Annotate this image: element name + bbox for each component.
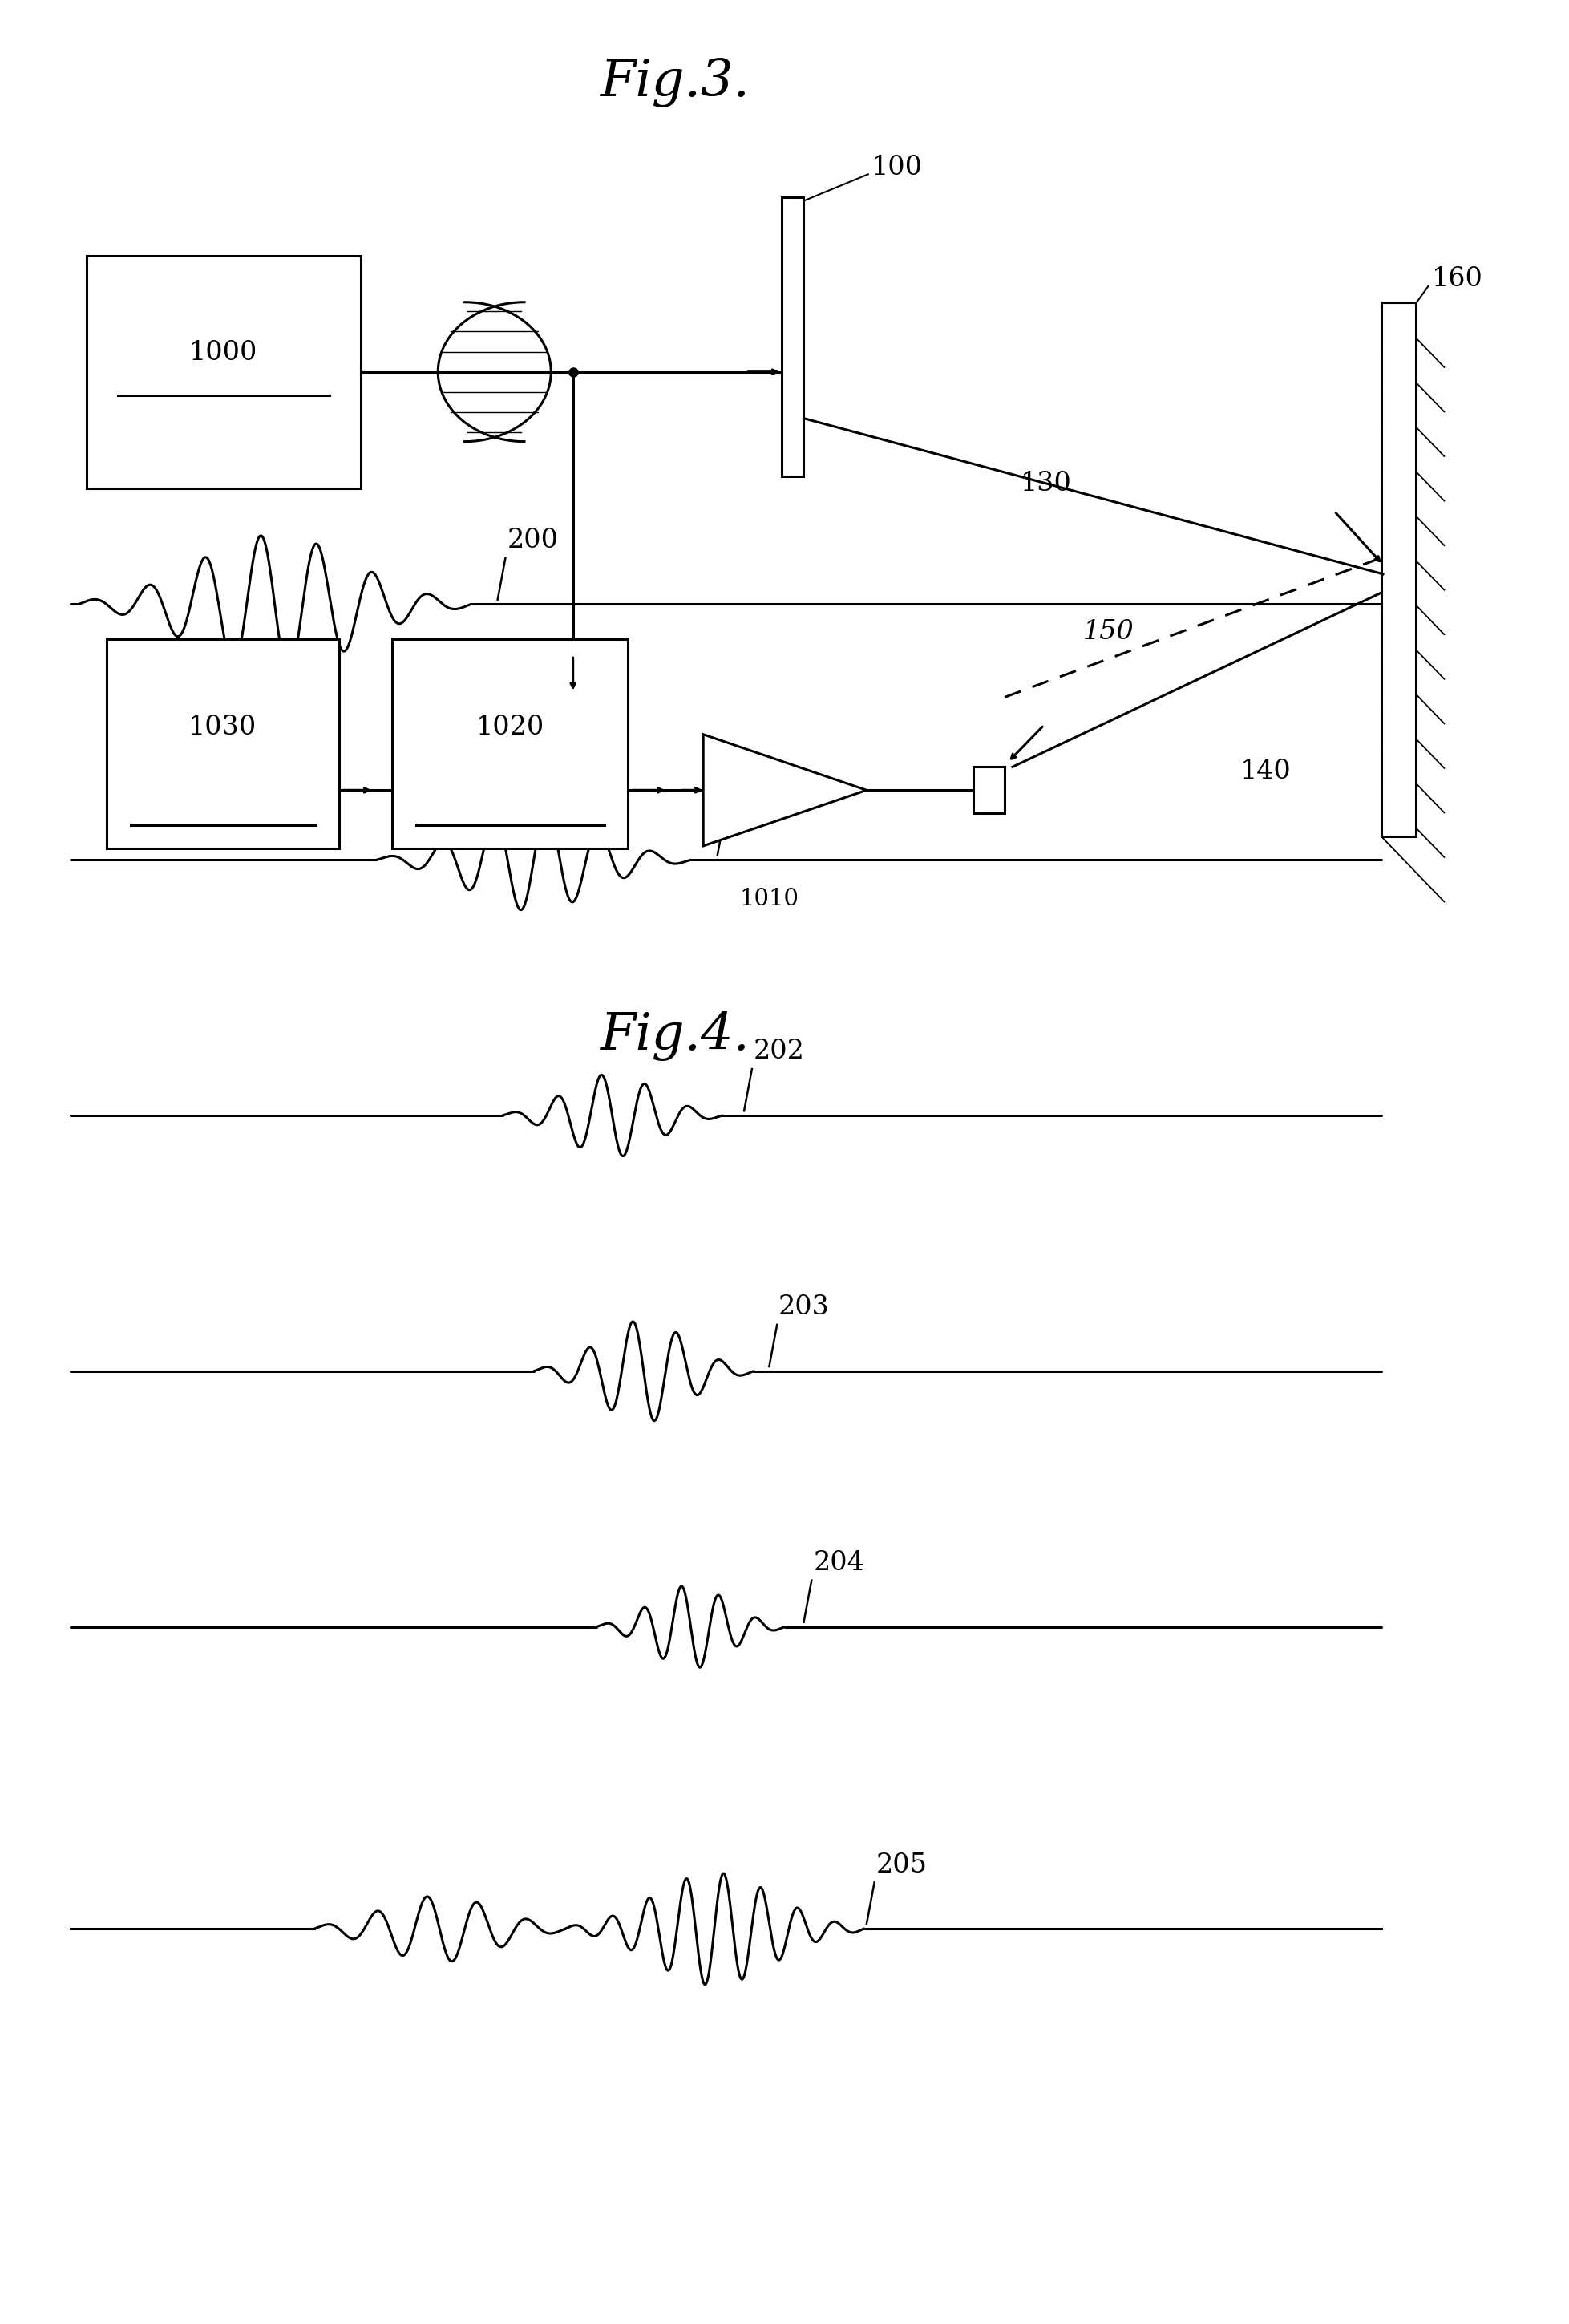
Text: 1030: 1030: [188, 713, 257, 741]
Text: Fig.3.: Fig.3.: [599, 58, 750, 107]
Text: 140: 140: [1240, 758, 1291, 786]
Text: 202: 202: [753, 1039, 805, 1064]
Text: 1000: 1000: [190, 339, 257, 367]
Bar: [86, 256, 361, 488]
Bar: [973, 767, 1004, 813]
Text: 1010: 1010: [739, 888, 799, 911]
Text: 130: 130: [1020, 469, 1072, 497]
Text: 200: 200: [507, 528, 559, 553]
Text: 201: 201: [726, 783, 778, 809]
Text: Fig.4.: Fig.4.: [599, 1011, 750, 1060]
Bar: [392, 639, 628, 848]
Text: 160: 160: [1431, 265, 1483, 293]
Text: 205: 205: [876, 1852, 927, 1878]
Text: 1020: 1020: [475, 713, 544, 741]
Bar: [107, 639, 339, 848]
Bar: [781, 198, 803, 476]
Text: 203: 203: [778, 1294, 830, 1320]
Bar: [1381, 302, 1415, 837]
Text: 204: 204: [813, 1550, 865, 1576]
Polygon shape: [703, 734, 866, 846]
Text: 100: 100: [871, 153, 923, 181]
Text: 150: 150: [1083, 618, 1134, 646]
